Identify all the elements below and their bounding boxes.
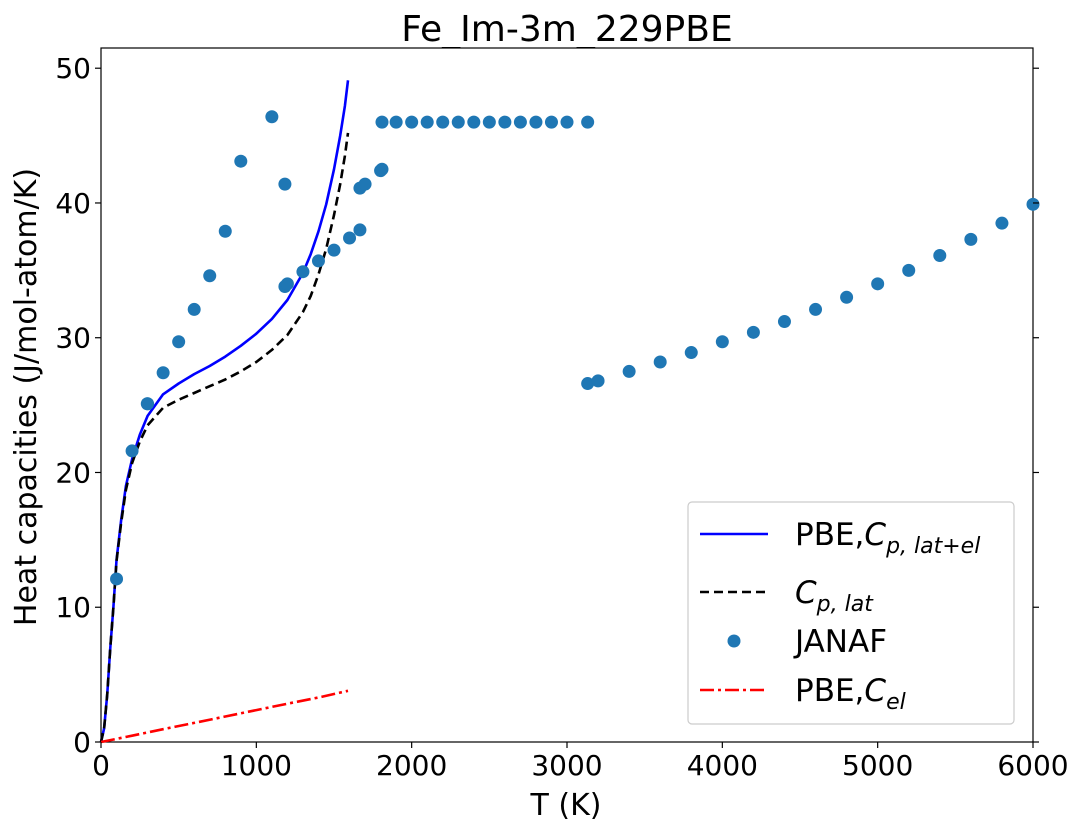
janaf-point <box>715 335 729 349</box>
chart-title: Fe_Im-3m_229PBE <box>401 9 732 50</box>
janaf-point <box>234 154 248 168</box>
legend-swatch-2 <box>727 634 741 648</box>
janaf-point <box>389 115 403 129</box>
janaf-point <box>684 346 698 360</box>
janaf-point <box>172 335 186 349</box>
janaf-point <box>156 366 170 380</box>
janaf-point <box>375 115 389 129</box>
janaf-point <box>591 374 605 388</box>
y-tick-label: 20 <box>55 456 91 489</box>
janaf-point <box>995 216 1009 230</box>
legend: PBE,Cp, lat+el Cp, lat JANAF PBE,Cel <box>687 501 1015 725</box>
x-tick-label: 4000 <box>687 749 758 782</box>
janaf-point <box>809 302 823 316</box>
legend-box <box>687 501 1015 725</box>
plot-area <box>99 80 1040 744</box>
y-tick-label: 50 <box>55 52 91 85</box>
janaf-point <box>110 572 124 586</box>
janaf-point <box>265 110 279 124</box>
legend-label-3: PBE,Cel <box>795 673 906 715</box>
janaf-point <box>560 115 574 129</box>
janaf-point <box>581 377 595 391</box>
janaf-point <box>327 243 341 257</box>
janaf-point <box>513 115 527 129</box>
janaf-point <box>746 325 760 339</box>
janaf-point <box>278 177 292 191</box>
janaf-point <box>467 115 481 129</box>
janaf-point <box>420 115 434 129</box>
legend-label-0: PBE,Cp, lat+el <box>795 517 980 559</box>
janaf-point <box>343 231 357 245</box>
janaf-point <box>777 315 791 329</box>
janaf-point <box>311 254 325 268</box>
janaf-point <box>125 444 139 458</box>
y-tick-label: 10 <box>55 591 91 624</box>
janaf-point <box>358 177 372 191</box>
y-tick-label: 40 <box>55 187 91 220</box>
janaf-point <box>653 355 667 369</box>
x-tick-label: 5000 <box>842 749 913 782</box>
janaf-point <box>902 263 916 277</box>
series-line-3 <box>100 689 349 744</box>
janaf-point <box>405 115 419 129</box>
janaf-point <box>218 224 232 238</box>
janaf-point <box>529 115 543 129</box>
janaf-point <box>280 277 294 291</box>
legend-label-1: Cp, lat <box>795 575 874 617</box>
x-tick-label: 6000 <box>997 749 1068 782</box>
x-tick-label: 2000 <box>376 749 447 782</box>
janaf-point <box>482 115 496 129</box>
janaf-point <box>353 223 367 237</box>
janaf-point <box>840 290 854 304</box>
y-tick-label: 0 <box>73 726 91 759</box>
janaf-point <box>141 397 155 411</box>
janaf-point <box>203 269 217 283</box>
janaf-point <box>436 115 450 129</box>
x-axis-label: T (K) <box>530 788 602 823</box>
janaf-point <box>581 115 595 129</box>
janaf-point <box>375 162 389 176</box>
janaf-point <box>451 115 465 129</box>
janaf-point <box>1026 197 1040 211</box>
y-axis-label: Heat capacities (J/mol-atom/K) <box>9 168 44 626</box>
janaf-point <box>964 232 978 246</box>
legend-label-2: JANAF <box>793 624 887 660</box>
x-tick-label: 1000 <box>221 749 292 782</box>
janaf-point <box>622 364 636 378</box>
janaf-point <box>296 265 310 279</box>
axis-ticks: 0 1000 2000 3000 4000 5000 6000 0 10 20 30 40 50 <box>55 52 1068 782</box>
janaf-point <box>187 302 201 316</box>
janaf-point <box>871 277 885 291</box>
janaf-point <box>933 249 947 263</box>
x-tick-label: 3000 <box>531 749 602 782</box>
janaf-point <box>544 115 558 129</box>
y-tick-label: 30 <box>55 322 91 355</box>
x-tick-label: 0 <box>92 749 110 782</box>
janaf-point <box>498 115 512 129</box>
